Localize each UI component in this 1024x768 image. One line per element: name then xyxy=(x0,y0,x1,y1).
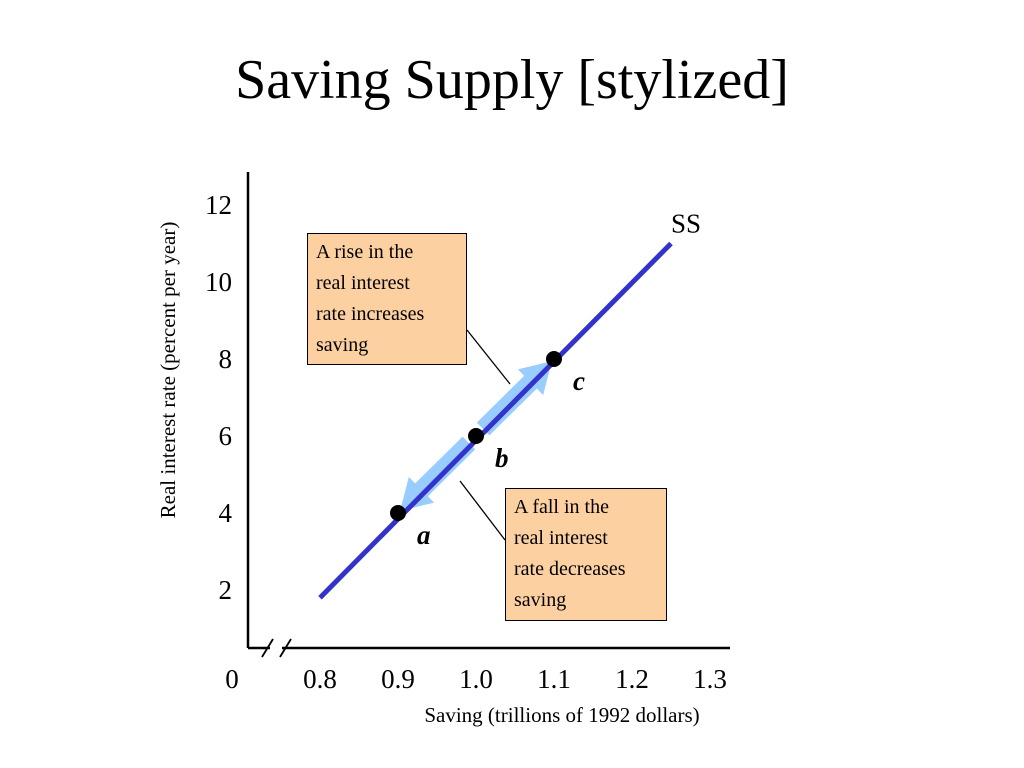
y-tick-label: 4 xyxy=(219,498,233,528)
point-label-b: b xyxy=(495,443,509,473)
annotation-fall-connector xyxy=(459,480,506,541)
points-layer xyxy=(390,351,562,521)
series-label-ss: SS xyxy=(671,209,701,239)
annotation-fall: A fall in the real interest rate decreas… xyxy=(505,488,667,621)
axis-break-mark xyxy=(261,638,274,658)
origin-label: 0 xyxy=(225,664,239,694)
y-tick-label: 12 xyxy=(205,190,232,220)
y-tick-label: 2 xyxy=(219,575,233,605)
x-tick-label: 1.3 xyxy=(693,664,727,694)
text-layer: 2 4 6 8 10 12 0.8 0.9 1.0 1.1 1.2 1.3 0 Saving (trill… xyxy=(156,190,727,727)
point-c xyxy=(546,351,562,367)
connector-layer xyxy=(459,329,511,541)
x-tick-label: 0.9 xyxy=(381,664,415,694)
series-line-ss xyxy=(318,241,673,600)
point-a xyxy=(390,505,406,521)
point-label-c: c xyxy=(573,366,585,396)
movement-arrow-b-to-a xyxy=(400,436,476,511)
x-tick-label: 1.2 xyxy=(615,664,649,694)
axes-layer xyxy=(246,172,730,658)
y-axis-title: Real interest rate (percent per year) xyxy=(156,222,180,519)
annotation-rise: A rise in the real interest rate increas… xyxy=(307,233,467,365)
point-label-a: a xyxy=(417,520,431,550)
x-axis-title: Saving (trillions of 1992 dollars) xyxy=(424,703,699,727)
point-b xyxy=(468,428,484,444)
series-layer xyxy=(318,241,673,600)
x-tick-label: 1.0 xyxy=(459,664,493,694)
y-tick-label: 6 xyxy=(219,421,233,451)
axis-break-mark xyxy=(279,638,292,658)
y-tick-label: 8 xyxy=(219,344,233,374)
x-tick-label: 1.1 xyxy=(537,664,571,694)
slide-title: Saving Supply [stylized] xyxy=(235,49,789,111)
annotation-rise-connector xyxy=(466,329,511,385)
y-tick-label: 10 xyxy=(205,267,232,297)
x-tick-label: 0.8 xyxy=(303,664,337,694)
